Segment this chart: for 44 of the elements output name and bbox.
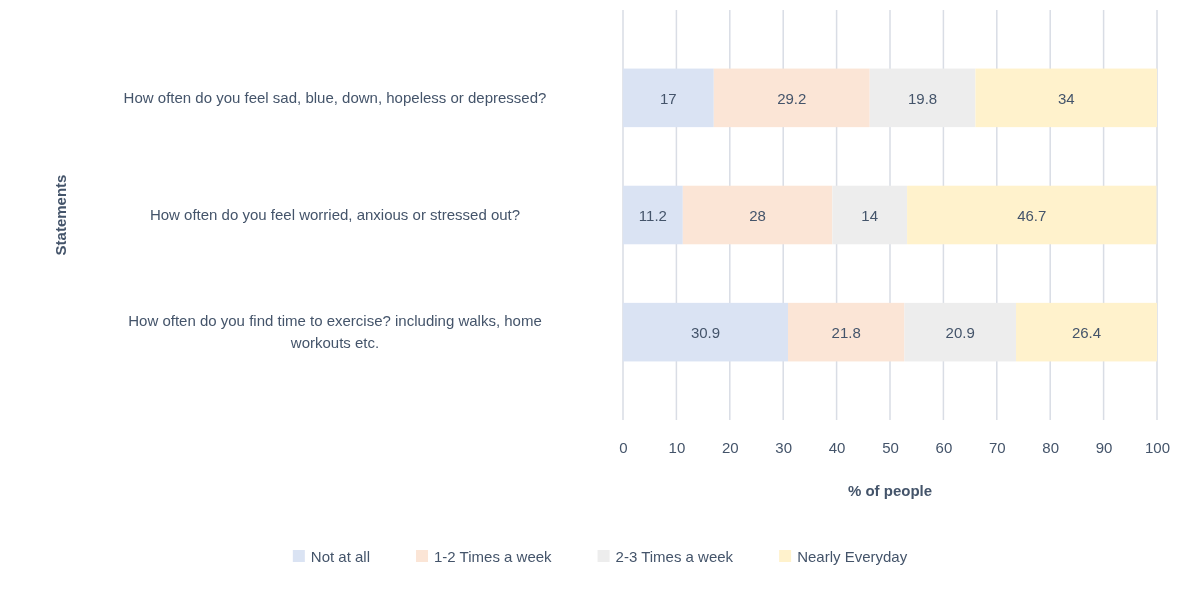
legend-label: 1-2 Times a week <box>434 548 553 565</box>
data-label: 14 <box>861 207 879 224</box>
legend-label: 2-3 Times a week <box>615 548 734 565</box>
legend-label: Nearly Everyday <box>797 548 908 565</box>
data-label: 30.9 <box>690 324 721 342</box>
y-axis-title: Statements <box>52 174 69 256</box>
y-tick-label: How often do you feel worried, anxious or stressed out? <box>149 206 521 223</box>
bar <box>832 185 908 245</box>
bar <box>975 68 1157 128</box>
x-tick-label: 10 <box>668 438 686 456</box>
x-tick-label: 30 <box>775 438 793 456</box>
data-label: 21.8 <box>831 324 861 342</box>
x-tick-label: 100 <box>1144 438 1171 456</box>
bar <box>623 185 683 245</box>
data-label: 26.4 <box>1071 324 1102 342</box>
bar <box>623 68 714 128</box>
data-label: 29.2 <box>777 89 807 107</box>
x-axis-title: % of people <box>847 482 933 499</box>
bar <box>904 302 1017 362</box>
x-tick-label: 50 <box>882 438 899 456</box>
bar <box>1016 302 1157 362</box>
bar <box>713 68 870 128</box>
y-tick-label: How often do you feel sad, blue, down, hopeless or depressed? <box>123 88 547 106</box>
bar <box>682 185 833 245</box>
legend-label: Not at all <box>310 548 371 565</box>
bar <box>623 302 789 362</box>
x-tick-label: 70 <box>988 438 1006 456</box>
bar <box>907 185 1157 245</box>
data-label: 20.9 <box>945 324 975 342</box>
x-tick-label: 60 <box>935 438 953 456</box>
y-tick-label: How often do you find time to exercise? including walks, home workouts etc. <box>128 312 542 352</box>
data-label: 34 <box>1057 89 1075 107</box>
x-tick-label: 90 <box>1095 438 1113 456</box>
bar <box>788 302 905 362</box>
data-label: 46.7 <box>1017 207 1047 224</box>
x-tick-label: 20 <box>721 438 739 456</box>
bar <box>869 68 976 128</box>
data-label: 17 <box>660 89 677 107</box>
data-label: 11.2 <box>638 207 667 224</box>
data-label: 19.8 <box>907 89 938 107</box>
data-label: 28 <box>749 207 766 224</box>
x-tick-label: 0 <box>619 438 628 456</box>
x-tick-label: 80 <box>1042 438 1060 456</box>
x-tick-label: 40 <box>828 438 846 456</box>
